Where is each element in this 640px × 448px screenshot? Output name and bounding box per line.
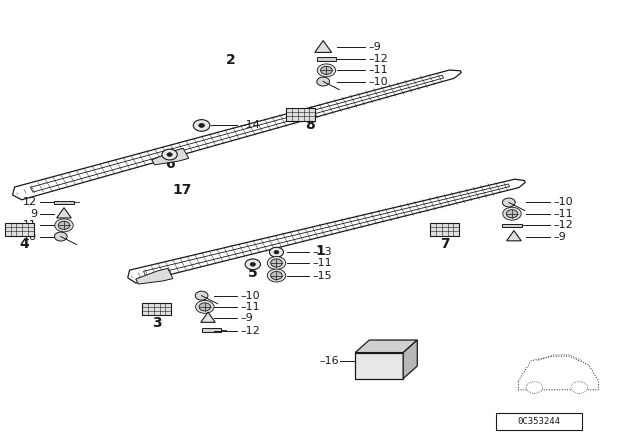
Text: –12: –12 [240,326,260,336]
Circle shape [167,153,172,156]
Circle shape [162,149,177,160]
Circle shape [506,210,518,218]
Circle shape [268,269,285,282]
Text: 10: 10 [23,232,37,241]
Text: 3: 3 [152,315,162,330]
Text: 5: 5 [248,266,258,280]
Circle shape [274,250,279,254]
Text: –11: –11 [368,65,388,75]
Circle shape [250,263,255,266]
Text: –12: –12 [368,54,388,64]
Text: –9: –9 [554,232,566,241]
Text: –15: –15 [312,271,332,280]
Polygon shape [403,340,417,379]
Circle shape [55,219,73,232]
Circle shape [317,64,335,77]
Circle shape [54,232,67,241]
Polygon shape [315,41,332,52]
Circle shape [269,247,284,257]
Bar [5,223,33,236]
Circle shape [271,271,282,280]
Text: –11: –11 [312,258,332,268]
Text: –12: –12 [554,220,573,230]
Polygon shape [355,340,417,353]
Text: –14: –14 [240,121,260,130]
Text: 6: 6 [164,156,175,171]
Bar [143,303,172,315]
Circle shape [502,198,515,207]
Circle shape [268,257,285,269]
Circle shape [245,259,260,270]
Circle shape [196,301,214,313]
Text: 8: 8 [305,118,316,133]
Polygon shape [13,70,461,200]
Polygon shape [57,208,71,218]
Polygon shape [152,148,189,165]
Text: 7: 7 [440,237,450,251]
Text: –10: –10 [368,77,388,86]
Text: –11: –11 [554,209,573,219]
Circle shape [321,66,332,74]
Text: –11: –11 [240,302,260,312]
Text: –10: –10 [240,291,260,301]
Circle shape [195,291,208,300]
Circle shape [526,382,543,393]
Text: 12: 12 [23,198,37,207]
Circle shape [571,382,588,393]
Text: 0C353244: 0C353244 [518,417,561,426]
Circle shape [58,221,70,229]
Text: –9: –9 [240,313,253,323]
Bar [496,413,582,430]
Text: –10: –10 [554,198,573,207]
Text: 1: 1 [315,244,325,258]
Polygon shape [202,328,221,332]
Text: –9: –9 [368,43,381,52]
Polygon shape [136,268,173,284]
Text: 11: 11 [23,220,37,230]
Circle shape [271,259,282,267]
Text: 2: 2 [225,53,236,68]
Bar [287,108,315,121]
Circle shape [317,77,330,86]
Polygon shape [128,179,525,283]
Polygon shape [502,224,522,227]
Text: 4: 4 [19,237,29,251]
Polygon shape [507,231,521,241]
Circle shape [198,123,205,128]
Polygon shape [54,201,74,204]
Polygon shape [355,353,403,379]
Bar [430,223,460,236]
Circle shape [193,120,210,131]
Text: –13: –13 [312,247,332,257]
Text: 17: 17 [173,183,192,198]
Polygon shape [201,312,215,323]
Text: 9: 9 [30,209,37,219]
Circle shape [503,207,521,220]
Text: –16: –16 [319,356,339,366]
Circle shape [199,303,211,311]
Polygon shape [317,57,336,61]
